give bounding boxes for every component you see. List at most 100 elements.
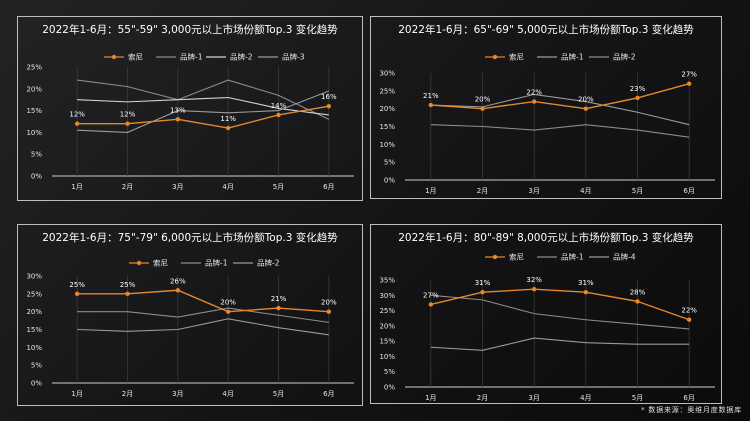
legend-label: 品牌-1 xyxy=(180,52,203,62)
data-label: 14% xyxy=(271,102,287,110)
x-tick-label: 2月 xyxy=(477,394,488,402)
x-tick-label: 6月 xyxy=(683,394,694,402)
data-point xyxy=(74,291,80,297)
data-point xyxy=(686,317,692,322)
y-tick-label: 15% xyxy=(379,123,395,131)
data-label: 16% xyxy=(321,93,337,101)
series-line xyxy=(430,294,690,330)
line-chart: 1月 2月 3月 4月 5月 6月 0% 5% 10% 15% 20% 25% 索尼 品牌-1 品牌-2 品牌… xyxy=(26,52,354,191)
data-point xyxy=(175,288,181,293)
y-tick-label: 35% xyxy=(379,277,395,285)
data-point xyxy=(480,290,485,295)
legend-label: 品牌-1 xyxy=(561,252,584,262)
x-tick-label: 2月 xyxy=(122,183,133,191)
y-tick-label: 5% xyxy=(384,159,395,167)
x-tick-label: 4月 xyxy=(222,390,233,398)
x-tick-label: 2月 xyxy=(122,390,133,398)
chart-title: 2022年1-6月：75"-79" 6,000元以上市场份额Top.3 变化趋势 xyxy=(42,232,338,244)
data-point xyxy=(276,112,281,118)
chart-panel-55-59: 2022年1-6月：55"-59" 3,000元以上市场份额Top.3 变化趋势… xyxy=(17,16,363,201)
y-tick-label: 20% xyxy=(379,322,395,330)
series-line xyxy=(77,289,329,313)
legend-marker xyxy=(136,260,142,266)
y-tick-label: 30% xyxy=(26,273,42,281)
legend: 索尼 品牌-1 品牌-4 xyxy=(485,252,636,262)
data-label: 27% xyxy=(681,71,697,79)
y-tick-label: 30% xyxy=(379,70,395,78)
legend-label: 品牌-1 xyxy=(205,258,228,268)
y-tick-label: 5% xyxy=(31,362,42,370)
series-line xyxy=(430,124,690,138)
series-line xyxy=(77,90,330,133)
data-label: 22% xyxy=(526,89,542,97)
x-tick-label: 4月 xyxy=(580,187,591,195)
data-point xyxy=(531,99,537,104)
x-tick-label: 3月 xyxy=(528,187,539,195)
data-point xyxy=(583,290,589,295)
data-label: 12% xyxy=(120,111,136,119)
data-point xyxy=(175,117,181,122)
legend-label: 品牌-2 xyxy=(230,52,253,62)
data-label: 21% xyxy=(423,92,439,100)
x-tick-label: 6月 xyxy=(323,390,334,398)
data-label: 32% xyxy=(526,276,542,284)
chart-panel-65-69: 2022年1-6月：65"-69" 5,000元以上市场份额Top.3 变化趋势… xyxy=(370,16,722,199)
data-point xyxy=(276,305,281,311)
data-label: 22% xyxy=(681,307,697,315)
y-tick-label: 10% xyxy=(26,129,42,137)
y-tick-label: 5% xyxy=(384,368,395,376)
x-tick-label: 3月 xyxy=(172,183,183,191)
data-label: 28% xyxy=(630,288,646,296)
x-tick-label: 5月 xyxy=(632,394,643,402)
data-point xyxy=(583,106,589,111)
data-point xyxy=(428,102,434,108)
data-point xyxy=(428,302,434,307)
data-label: 11% xyxy=(220,115,236,123)
data-point xyxy=(74,121,80,126)
y-tick-label: 20% xyxy=(26,308,42,316)
data-label: 31% xyxy=(578,279,594,287)
data-label: 21% xyxy=(271,295,287,303)
x-tick-label: 2月 xyxy=(477,187,488,195)
series-line xyxy=(430,83,690,110)
y-tick-label: 0% xyxy=(31,380,42,388)
series-line xyxy=(77,105,329,129)
chart-panel-75-79: 2022年1-6月：75"-79" 6,000元以上市场份额Top.3 变化趋势… xyxy=(17,224,363,406)
y-tick-label: 20% xyxy=(26,85,42,93)
x-tick-label: 1月 xyxy=(71,390,82,398)
x-tick-label: 4月 xyxy=(580,394,591,402)
legend: 索尼 品牌-1 品牌-2 品牌-3 xyxy=(104,52,305,62)
x-tick-label: 3月 xyxy=(172,390,183,398)
data-point xyxy=(686,81,692,86)
data-label: 20% xyxy=(220,299,236,307)
data-point xyxy=(531,286,537,292)
legend-label: 索尼 xyxy=(153,258,168,268)
data-label: 26% xyxy=(170,277,186,285)
legend-label: 索尼 xyxy=(509,52,524,62)
data-point xyxy=(326,104,332,109)
x-tick-label: 6月 xyxy=(323,183,334,191)
legend-label: 索尼 xyxy=(509,252,524,262)
chart-title: 2022年1-6月：65"-69" 5,000元以上市场份额Top.3 变化趋势 xyxy=(398,24,694,36)
data-point xyxy=(125,121,130,126)
data-label: 31% xyxy=(475,279,491,287)
data-label: 20% xyxy=(475,96,491,104)
data-label: 20% xyxy=(578,96,594,104)
y-tick-label: 25% xyxy=(379,307,395,315)
data-label: 25% xyxy=(120,281,136,289)
y-tick-label: 0% xyxy=(384,384,395,392)
y-tick-label: 0% xyxy=(384,177,395,185)
x-tick-label: 3月 xyxy=(528,394,539,402)
legend-marker xyxy=(492,254,498,260)
y-tick-label: 5% xyxy=(31,151,42,159)
chart-title: 2022年1-6月：55"-59" 3,000元以上市场份额Top.3 变化趋势 xyxy=(42,24,338,36)
x-tick-label: 5月 xyxy=(273,183,284,191)
y-tick-label: 25% xyxy=(379,87,395,95)
chart-title: 2022年1-6月：80"-89" 8,000元以上市场份额Top.3 变化趋势 xyxy=(398,232,694,244)
y-tick-label: 30% xyxy=(379,292,395,300)
y-tick-label: 10% xyxy=(26,344,42,352)
data-point xyxy=(225,125,231,131)
line-chart: 1月 2月 3月 4月 5月 6月 0% 5% 10% 15% 20% 25% 30% 索尼 品牌-1 品牌-… xyxy=(26,258,354,398)
legend-label: 品牌-3 xyxy=(282,52,305,62)
series-line xyxy=(77,307,329,323)
